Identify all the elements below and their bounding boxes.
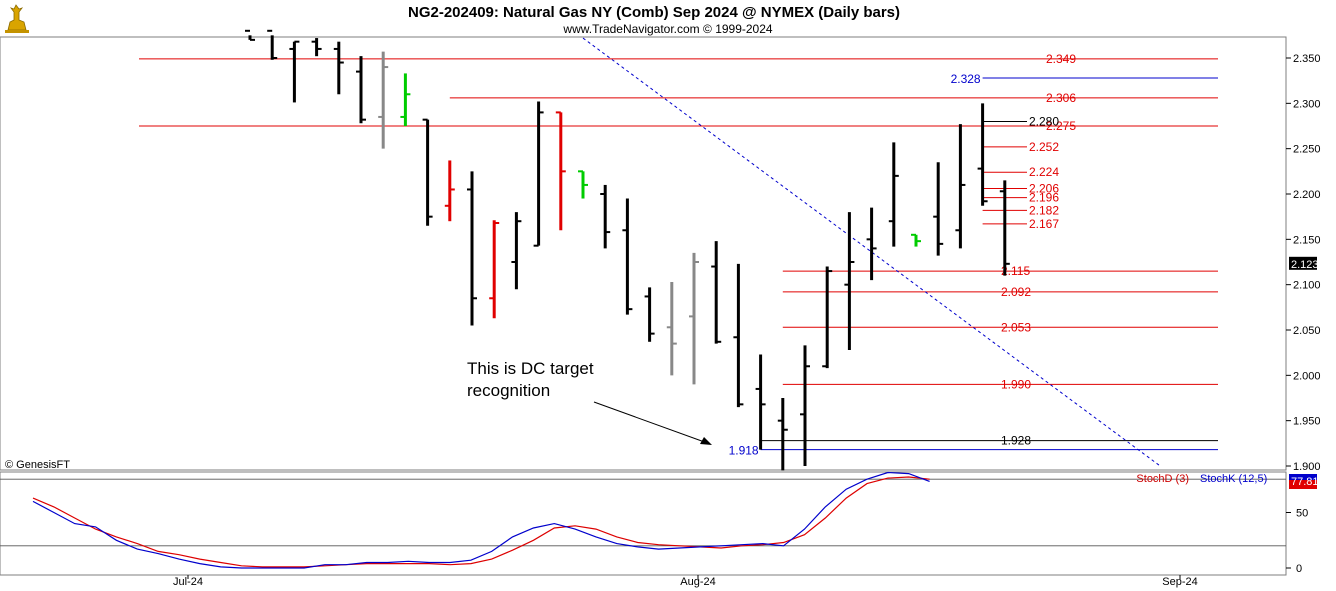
ohlc-bar-0 xyxy=(245,29,255,41)
level-label-2.328: 2.328 xyxy=(951,72,981,86)
ohlc-bar-30 xyxy=(911,233,921,247)
ohlc-bar-19 xyxy=(666,281,677,376)
level-label-2.306: 2.306 xyxy=(1046,91,1076,105)
level-label-2.275: 2.275 xyxy=(1046,119,1076,133)
stoch-k-line xyxy=(32,471,930,569)
price-bars xyxy=(245,29,1010,471)
ohlc-bar-22 xyxy=(733,263,744,408)
stoch-d-value: 77.81 xyxy=(1291,476,1319,488)
price-tick-label-9: 1.900 xyxy=(1293,461,1321,473)
ohlc-bar-7 xyxy=(400,73,411,126)
level-label-2.280: 2.280 xyxy=(1029,114,1059,128)
ohlc-bar-17 xyxy=(622,198,633,315)
ohlc-bar-16 xyxy=(600,184,611,249)
stoch-k-label: StochK (12,5) xyxy=(1200,473,1267,485)
level-label-2.092: 2.092 xyxy=(1001,285,1031,299)
price-panel xyxy=(0,36,1287,471)
ohlc-bar-14 xyxy=(555,111,566,231)
annotation-line-1: This is DC target xyxy=(467,359,594,378)
stochastic-plot: 50 0 xyxy=(0,471,1308,575)
ohlc-bar-2 xyxy=(289,40,300,103)
time-tick-label-2: Sep-24 xyxy=(1162,576,1197,588)
price-tick-label-7: 2.000 xyxy=(1293,370,1321,382)
level-label-2.252: 2.252 xyxy=(1029,140,1059,154)
stoch-tick-label-1: 0 xyxy=(1296,563,1302,575)
chart-title: NG2-202409: Natural Gas NY (Comb) Sep 20… xyxy=(408,4,900,21)
price-tick-label-3: 2.200 xyxy=(1293,189,1321,201)
level-label-2.206: 2.206 xyxy=(1029,182,1059,196)
ohlc-bar-20 xyxy=(689,252,699,385)
ohlc-bar-25 xyxy=(800,345,810,466)
ohlc-bar-33 xyxy=(977,103,988,206)
ohlc-bar-1 xyxy=(267,29,278,60)
dc-target-annotation: This is DC target recognition xyxy=(467,359,712,445)
level-label-2.349: 2.349 xyxy=(1046,52,1076,66)
level-label-2.167: 2.167 xyxy=(1029,217,1059,231)
ohlc-bar-34 xyxy=(999,180,1010,276)
level-label-1.918: 1.918 xyxy=(729,444,759,458)
ohlc-bar-3 xyxy=(311,38,322,57)
level-label-2.182: 2.182 xyxy=(1029,203,1059,217)
stoch-d-line xyxy=(32,476,930,568)
ohlc-bar-26 xyxy=(822,266,833,369)
level-label-2.224: 2.224 xyxy=(1029,165,1059,179)
ohlc-bar-8 xyxy=(422,118,433,226)
ohlc-bar-13 xyxy=(533,101,544,247)
annotation-arrow xyxy=(593,401,711,445)
ohlc-bar-21 xyxy=(711,241,722,344)
ohlc-bar-24 xyxy=(777,398,788,471)
price-tick-label-0: 2.350 xyxy=(1293,53,1321,65)
price-tick-label-4: 2.150 xyxy=(1293,234,1321,246)
level-label-2.115: 2.115 xyxy=(1001,264,1030,278)
price-tick-label-1: 2.300 xyxy=(1293,98,1321,110)
level-label-2.196: 2.196 xyxy=(1029,191,1059,205)
copyright-label: © GenesisFT xyxy=(5,459,70,471)
arrow-head-icon xyxy=(700,437,712,445)
stochastic-panel xyxy=(0,471,1287,576)
ohlc-bar-32 xyxy=(955,124,966,249)
stoch-tick-label-0: 50 xyxy=(1296,508,1308,520)
price-tick-label-6: 2.050 xyxy=(1293,325,1321,337)
price-tick-label-8: 1.950 xyxy=(1293,416,1321,428)
time-tick-label-0: Jul-24 xyxy=(173,576,203,588)
ohlc-bar-4 xyxy=(333,41,344,95)
ohlc-bar-18 xyxy=(644,287,655,342)
price-tick-label-5: 2.100 xyxy=(1293,280,1321,292)
annotation-line-2: recognition xyxy=(467,381,550,400)
ohlc-bar-23 xyxy=(755,354,766,450)
stoch-d-tag xyxy=(1289,480,1317,489)
ohlc-bar-6 xyxy=(378,51,389,149)
ohlc-bar-27 xyxy=(844,212,855,350)
level-label-2.053: 2.053 xyxy=(1001,320,1031,334)
current-price-tag: 2.123 xyxy=(1289,256,1319,271)
ohlc-bar-12 xyxy=(511,212,522,290)
ohlc-bar-11 xyxy=(489,220,500,319)
ohlc-bar-10 xyxy=(467,171,477,326)
ohlc-bar-15 xyxy=(578,170,588,199)
stoch-d-label: StochD (3) xyxy=(1136,473,1189,485)
level-label-1.928: 1.928 xyxy=(1001,434,1031,448)
level-label-1.990: 1.990 xyxy=(1001,377,1031,391)
ohlc-bar-5 xyxy=(356,56,366,124)
ohlc-bar-31 xyxy=(933,162,944,256)
bull-logo-icon xyxy=(5,4,29,33)
current-price-label: 2.123 xyxy=(1291,259,1319,271)
time-tick-label-1: Aug-24 xyxy=(680,576,715,588)
time-axis: Jul-24 Aug-24 Sep-24 xyxy=(173,575,1198,588)
ohlc-bar-28 xyxy=(866,207,877,281)
ohlc-bar-9 xyxy=(444,160,455,222)
ohlc-bar-29 xyxy=(888,142,899,247)
price-tick-label-2: 2.250 xyxy=(1293,144,1321,156)
price-axis: 2.350 2.300 2.250 2.200 2.150 2.100 2.050 2.000… xyxy=(1286,53,1321,473)
chart-subtitle: www.TradeNavigator.com © 1999-2024 xyxy=(562,22,772,36)
